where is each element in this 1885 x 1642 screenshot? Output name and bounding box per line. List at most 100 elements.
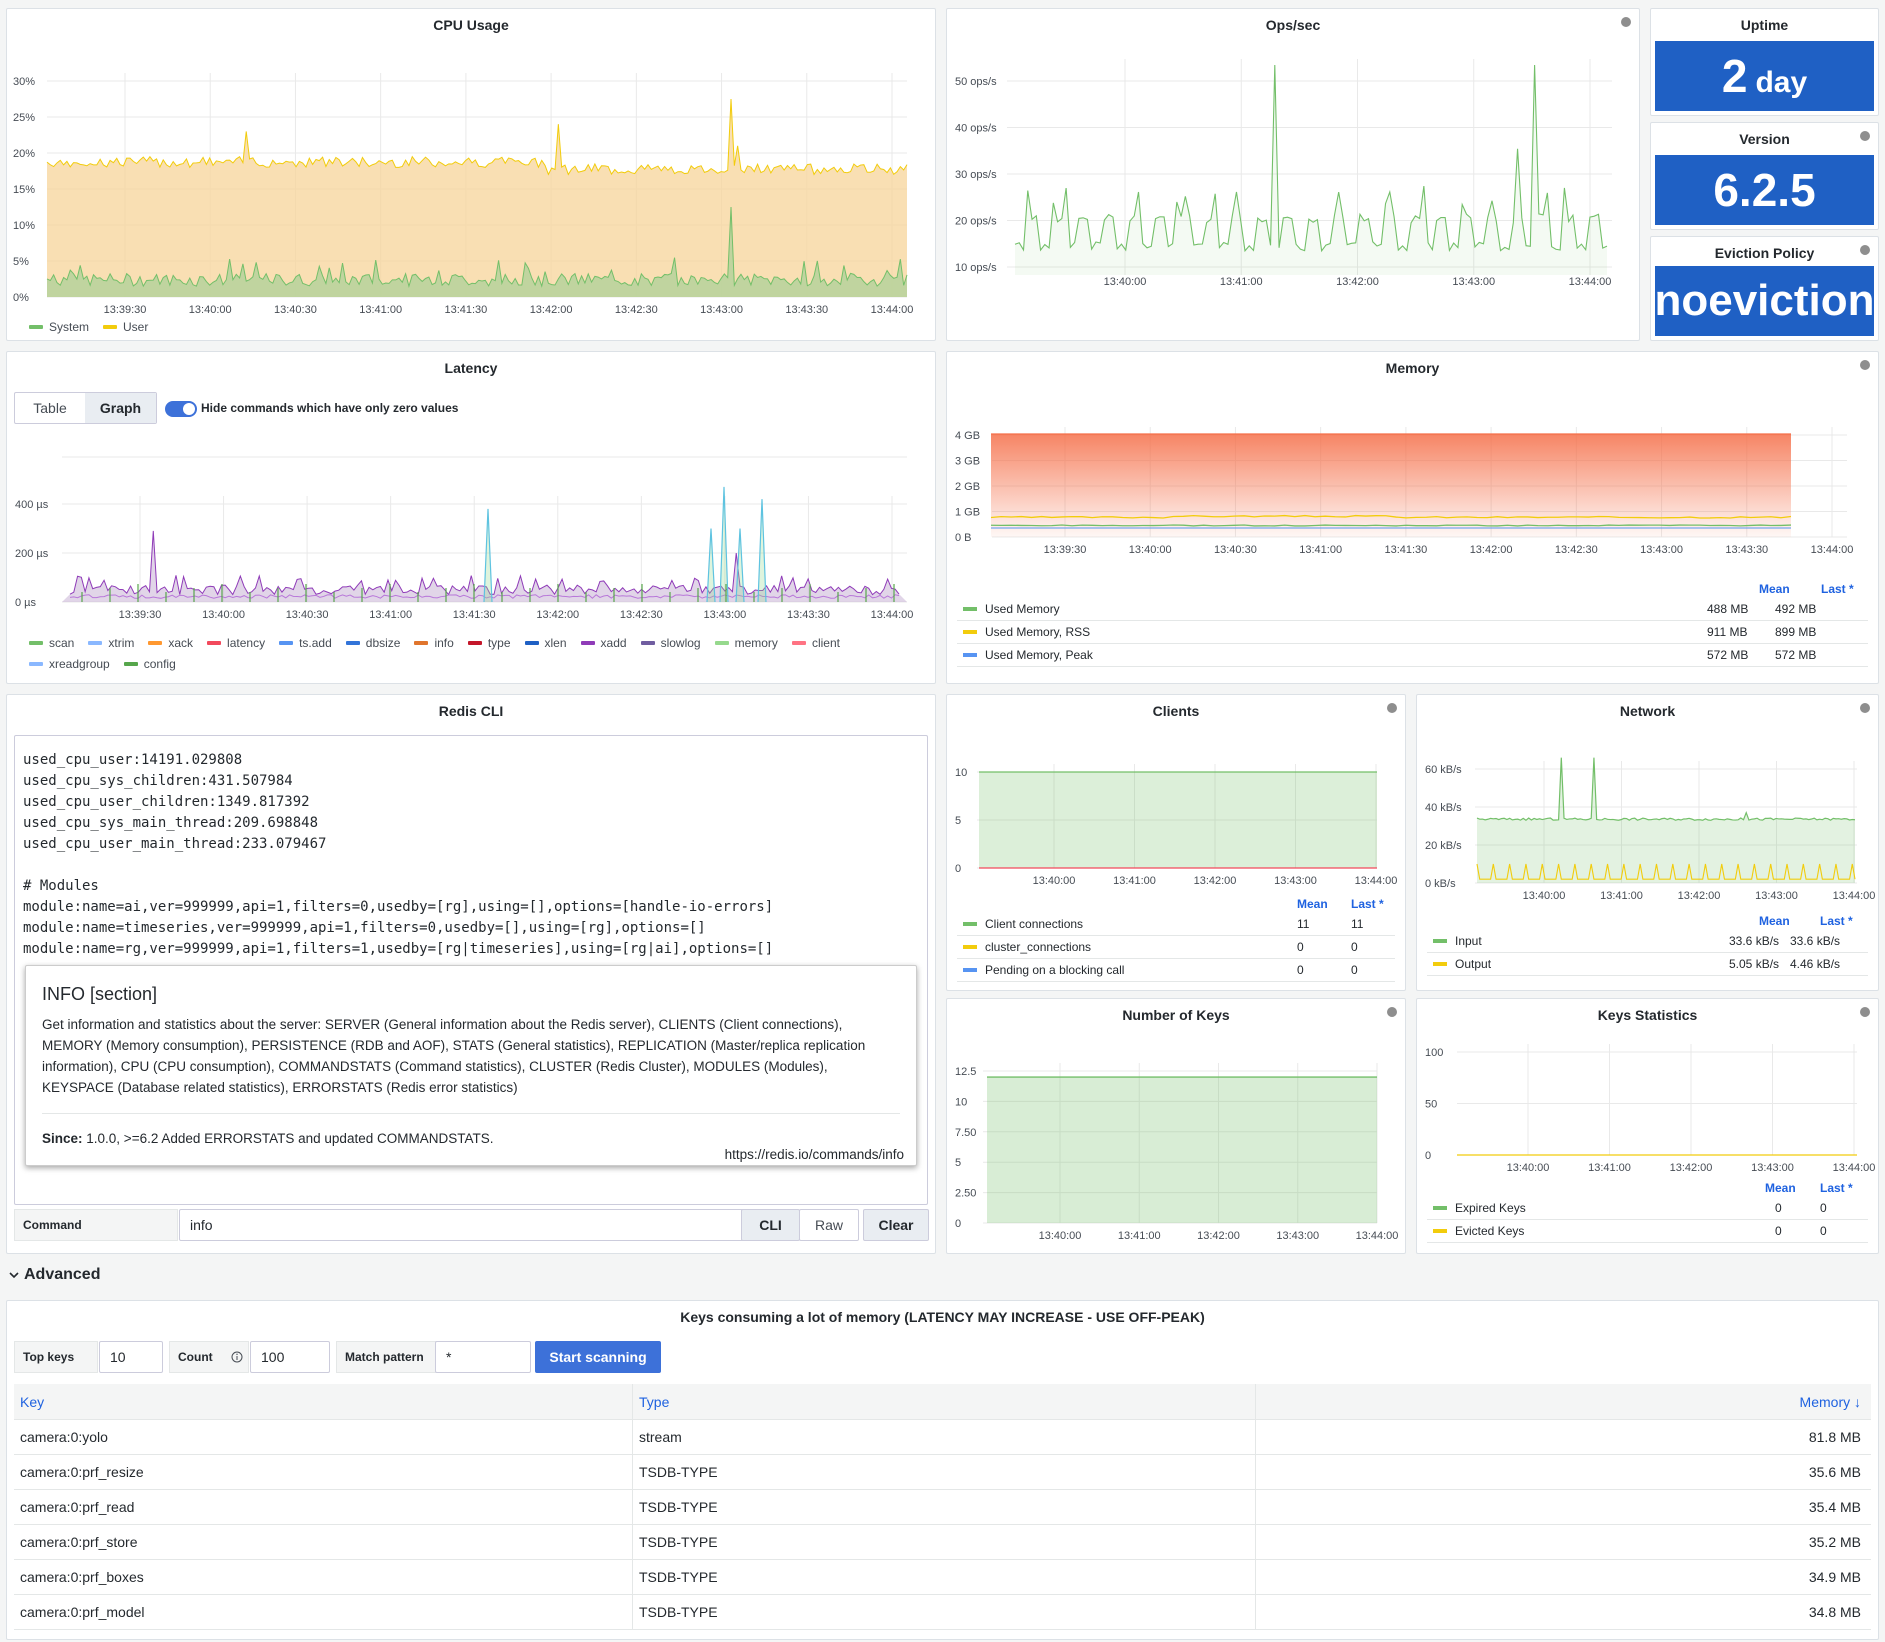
legend-label: xtrim [108, 635, 135, 650]
legend-item[interactable]: ts.add [279, 632, 332, 653]
y-tick-label: 5% [13, 256, 29, 268]
legend-row[interactable]: Used Memory, Peak 572 MB 572 MB [957, 644, 1868, 667]
legend-swatch [29, 324, 43, 329]
info-dot-icon[interactable] [1387, 703, 1397, 713]
memory-panel: Memory 4 GB 3 GB 2 GB 1 GB 0 B 13:39:30 13:40:… [946, 351, 1879, 684]
network-mean-header[interactable]: Mean [1759, 914, 1790, 928]
table-row[interactable]: camera:0:prf_store TSDB-TYPE 35.2 MB [14, 1525, 1871, 1560]
cpu-usage-chart[interactable]: 30% 25% 20% 15% 10% 5% 0% 13:39:30 13:40:00 13:40… [7, 29, 937, 329]
legend-item[interactable]: xlen [524, 632, 567, 653]
clients-mean-header[interactable]: Mean [1297, 897, 1328, 911]
legend-item[interactable]: latency [207, 632, 265, 653]
memory-spike [483, 508, 493, 603]
legend-row[interactable]: Input 33.6 kB/s 33.6 kB/s [1427, 930, 1868, 953]
info-dot-icon[interactable] [1860, 131, 1870, 141]
used-line [990, 524, 1792, 527]
numkeys-panel: Number of Keys 12.5 10 7.50 5 2.50 0 13:40:00 1… [946, 998, 1406, 1254]
table-row[interactable]: camera:0:prf_resize TSDB-TYPE 35.6 MB [14, 1455, 1871, 1490]
legend-item[interactable]: xadd [580, 632, 627, 653]
x-tick-label: 13:43:00 [1276, 1230, 1319, 1242]
latency-chart[interactable]: 400 µs 200 µs 0 µs 13:39:30 13:40:00 13:40:30… [7, 442, 937, 622]
x-tick-label: 13:44:00 [1569, 276, 1612, 288]
legend-item[interactable]: memory [714, 632, 778, 653]
table-row[interactable]: camera:0:yolo stream 81.8 MB [14, 1420, 1871, 1455]
command-input[interactable]: info [179, 1209, 745, 1241]
cli-output[interactable]: used_cpu_user:14191.029808 used_cpu_sys_c… [14, 735, 928, 1205]
legend-row[interactable]: Used Memory 488 MB 492 MB [957, 598, 1868, 621]
mode-cli-button[interactable]: CLI [741, 1209, 800, 1241]
legend-last: 0 [1351, 963, 1358, 977]
clients-chart[interactable]: 10 5 0 13:40:00 13:41:00 13:42:00 13:43:00 13:4… [947, 730, 1407, 890]
y-tick-label: 0 [1425, 1150, 1431, 1162]
legend-row[interactable]: Client connections 11 11 [957, 913, 1395, 936]
start-scanning-button[interactable]: Start scanning [535, 1341, 661, 1373]
legend-item[interactable]: info [414, 632, 454, 653]
memory-mean-header[interactable]: Mean [1759, 582, 1790, 596]
x-tick-label: 13:43:00 [1452, 276, 1495, 288]
match-pattern-input[interactable]: * [435, 1341, 531, 1373]
x-tick-label: 13:41:30 [444, 304, 487, 316]
help-link[interactable]: https://redis.io/commands/info [724, 1147, 904, 1162]
network-chart[interactable]: 60 kB/s 40 kB/s 20 kB/s 0 kB/s 13:40:00 13:41… [1417, 730, 1880, 910]
tab-graph[interactable]: Graph [85, 393, 156, 423]
network-last-header[interactable]: Last * [1820, 914, 1853, 928]
table-row[interactable]: camera:0:prf_boxes TSDB-TYPE 34.9 MB [14, 1560, 1871, 1595]
col-divider [632, 1455, 633, 1489]
col-key[interactable]: Key [20, 1394, 45, 1410]
legend-row[interactable]: Expired Keys 0 0 [1427, 1197, 1868, 1220]
count-input[interactable]: 100 [250, 1341, 330, 1373]
x-tick-label: 13:42:00 [1670, 1162, 1713, 1174]
advanced-row-toggle[interactable]: Advanced [8, 1266, 100, 1284]
x-tick-label: 13:41:00 [1588, 1162, 1631, 1174]
hide-zero-toggle[interactable] [165, 401, 197, 417]
info-dot-icon[interactable] [1860, 245, 1870, 255]
clear-button[interactable]: Clear [863, 1209, 929, 1241]
info-dot-icon[interactable] [1860, 703, 1870, 713]
memory-spike [706, 528, 716, 603]
count-label: Count [169, 1341, 249, 1373]
info-dot-icon[interactable] [1860, 1007, 1870, 1017]
legend-row[interactable]: Evicted Keys 0 0 [1427, 1220, 1868, 1243]
legend-item[interactable]: System [29, 316, 89, 337]
legend-item[interactable]: slowlog [640, 632, 701, 653]
keystats-chart[interactable]: 100 50 0 13:40:00 13:41:00 13:42:00 13:43:00 13… [1417, 1029, 1880, 1189]
legend-item[interactable]: config [123, 653, 176, 674]
clients-title: Clients [1152, 703, 1200, 719]
legend-row[interactable]: Pending on a blocking call 0 0 [957, 959, 1395, 982]
x-tick-label: 13:40:00 [189, 304, 232, 316]
legend-swatch [207, 640, 222, 645]
col-memory[interactable]: Memory ↓ [1799, 1394, 1861, 1410]
legend-row[interactable]: Used Memory, RSS 911 MB 899 MB [957, 621, 1868, 644]
memory-total-area [991, 434, 1791, 537]
table-row[interactable]: camera:0:prf_model TSDB-TYPE 34.8 MB [14, 1595, 1871, 1630]
mode-raw-button[interactable]: Raw [799, 1209, 859, 1241]
legend-item[interactable]: xtrim [88, 632, 134, 653]
legend-item[interactable]: scan [29, 632, 74, 653]
keystats-mean-header[interactable]: Mean [1765, 1181, 1796, 1195]
memory-chart[interactable]: 4 GB 3 GB 2 GB 1 GB 0 B 13:39:30 13:40:00 13:40… [947, 392, 1880, 592]
clients-last-header[interactable]: Last * [1351, 897, 1384, 911]
legend-label: Evicted Keys [1455, 1224, 1525, 1238]
info-dot-icon[interactable] [1860, 360, 1870, 370]
top-keys-input[interactable]: 10 [99, 1341, 163, 1373]
legend-item[interactable]: type [467, 632, 511, 653]
ops-chart[interactable]: 50 ops/s 40 ops/s 30 ops/s 20 ops/s 10 ops/s… [947, 29, 1641, 339]
legend-item[interactable]: xreadgroup [29, 653, 110, 674]
tab-table[interactable]: Table [33, 400, 67, 416]
legend-item[interactable]: User [103, 316, 148, 337]
legend-item[interactable]: dbsize [345, 632, 400, 653]
y-tick-label: 0% [13, 292, 29, 304]
info-dot-icon[interactable] [1387, 1007, 1397, 1017]
col-type[interactable]: Type [639, 1394, 670, 1410]
col-divider [632, 1384, 633, 1419]
legend-item[interactable]: xack [148, 632, 193, 653]
info-circle-icon[interactable] [231, 1351, 243, 1363]
keystats-last-header[interactable]: Last * [1820, 1181, 1853, 1195]
legend-row[interactable]: cluster_connections 0 0 [957, 936, 1395, 959]
legend-row[interactable]: Output 5.05 kB/s 4.46 kB/s [1427, 953, 1868, 976]
table-row[interactable]: camera:0:prf_read TSDB-TYPE 35.4 MB [14, 1490, 1871, 1525]
memory-last-header[interactable]: Last * [1821, 582, 1854, 596]
info-dot-icon[interactable] [1621, 17, 1631, 27]
numkeys-chart[interactable]: 12.5 10 7.50 5 2.50 0 13:40:00 13:41:00 13:42:00… [947, 1029, 1407, 1249]
legend-item[interactable]: client [791, 632, 840, 653]
